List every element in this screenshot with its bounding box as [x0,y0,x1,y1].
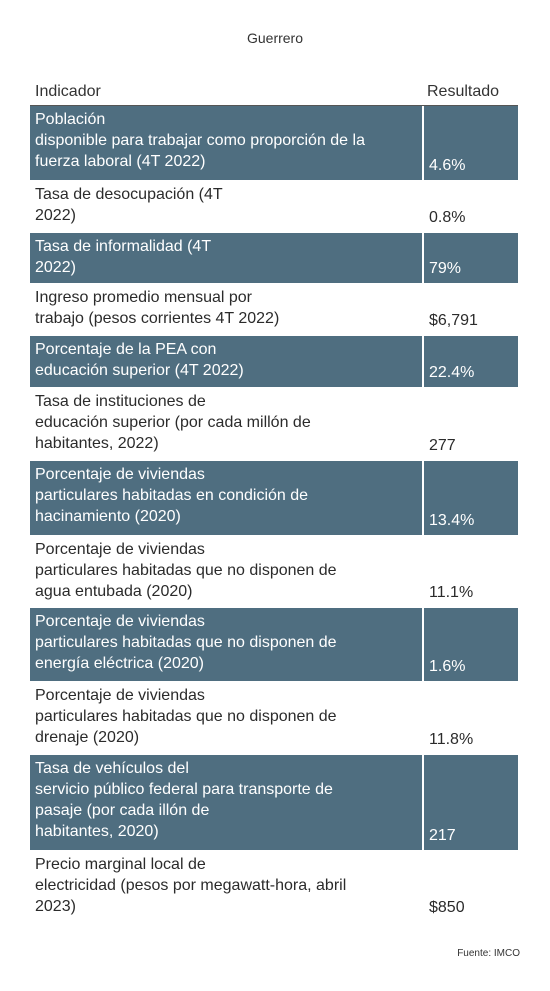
indicator-cell: Población disponible para trabajar como p… [30,106,422,180]
table-row: Porcentaje de viviendas particulares habi… [30,536,518,608]
indicator-text-line: fuerza laboral (4T 2022) [35,153,206,170]
indicator-cell: Porcentaje de viviendas particulares habi… [30,461,422,535]
indicator-text-line: 2022) [35,207,76,224]
indicators-table: Indicador Resultado Población disponible … [30,78,518,923]
result-cell: 277 [422,388,518,460]
result-value: 11.8% [429,731,474,748]
indicator-text-line: disponible para trabajar como proporción… [35,132,365,149]
result-value: 13.4% [429,512,475,529]
result-value: 22.4% [429,364,475,381]
indicator-text-line: educación superior (por cada millón de [35,414,311,431]
indicator-text-line: Porcentaje de la PEA con [35,341,217,358]
page-title: Guerrero [246,30,304,46]
indicator-text-line: Tasa de vehículos del [35,760,189,777]
indicator-text-line: Tasa de informalidad (4T [35,238,212,255]
table-row: Porcentaje de viviendas particulares habi… [30,608,518,682]
result-value: 11.1% [429,584,474,601]
table-body: Población disponible para trabajar como p… [30,106,518,923]
table-row: Tasa de instituciones de educación superi… [30,388,518,461]
indicator-text-line: Población [35,111,106,128]
indicator-text-line: 2022) [35,259,76,276]
result-value: $6,791 [429,312,478,329]
indicator-cell: Tasa de desocupación (4T 2022) [30,181,422,232]
indicator-text-line: Porcentaje de viviendas [35,687,205,704]
indicator-cell: Tasa de informalidad (4T 2022) [30,233,422,283]
header-indicator: Indicador [35,82,101,100]
result-value: 4.6% [429,157,466,174]
result-cell: 1.6% [422,608,518,681]
indicator-cell: Precio marginal local de electricidad (pe… [30,851,422,922]
indicator-cell: Tasa de vehículos del servicio público fe… [30,755,422,850]
table-row: Porcentaje de viviendas particulares habi… [30,682,518,755]
indicator-text-line: agua entubada (2020) [35,583,193,600]
indicator-text-line: particulares habitadas que no disponen d… [35,708,337,725]
result-cell: 11.8% [422,682,518,754]
indicator-cell: Ingreso promedio mensual por trabajo (pes… [30,284,422,335]
indicator-text-line: habitantes, 2020) [35,823,159,840]
result-value: 79% [429,260,462,277]
indicator-text-line: servicio público federal para transporte… [35,781,333,798]
table-row: Ingreso promedio mensual por trabajo (pes… [30,284,518,336]
result-cell: 217 [422,755,518,850]
indicator-text-line: electricidad (pesos por megawatt-hora, a… [35,877,347,894]
table-row: Población disponible para trabajar como p… [30,106,518,181]
result-value: 0.8% [429,209,466,226]
indicator-cell: Porcentaje de viviendas particulares habi… [30,682,422,754]
indicator-text-line: habitantes, 2022) [35,435,159,452]
result-cell: 0.8% [422,181,518,232]
indicator-text-line: Tasa de instituciones de [35,393,206,410]
result-cell: 13.4% [422,461,518,535]
indicator-cell: Tasa de instituciones de educación superi… [30,388,422,460]
indicator-text-line: Porcentaje de viviendas [35,613,205,630]
indicator-cell: Porcentaje de la PEA con educación superi… [30,336,422,387]
source-note: Fuente: IMCO [457,948,520,959]
result-cell: 22.4% [422,336,518,387]
indicator-text-line: drenaje (2020) [35,729,140,746]
table-row: Tasa de desocupación (4T 2022) 0.8% [30,181,518,233]
indicator-text-line: 2023) [35,898,76,915]
result-value: 217 [429,827,456,844]
result-value: 277 [429,437,456,454]
indicator-text-line: Porcentaje de viviendas [35,466,205,483]
indicator-text-line: particulares habitadas en condición de [35,487,309,504]
indicator-text-line: Ingreso promedio mensual por [35,289,253,306]
table-row: Tasa de vehículos del servicio público fe… [30,755,518,851]
indicator-text-line: particulares habitadas que no disponen d… [35,562,337,579]
indicator-text-line: educación superior (4T 2022) [35,362,244,379]
table-row: Porcentaje de la PEA con educación superi… [30,336,518,388]
indicator-text-line: Tasa de desocupación (4T [35,186,223,203]
result-cell: 79% [422,233,518,283]
indicator-text-line: Porcentaje de viviendas [35,541,205,558]
indicator-cell: Porcentaje de viviendas particulares habi… [30,536,422,607]
indicator-text-line: particulares habitadas que no disponen d… [35,634,337,651]
result-cell: 4.6% [422,106,518,180]
header-result: Resultado [427,82,500,100]
table-row: Porcentaje de viviendas particulares habi… [30,461,518,536]
result-cell: 11.1% [422,536,518,607]
indicator-text-line: trabajo (pesos corrientes 4T 2022) [35,310,280,327]
indicator-text-line: pasaje (por cada illón de [35,802,210,819]
indicator-text-line: energía eléctrica (2020) [35,655,204,672]
table-header: Indicador Resultado [30,78,518,106]
table-row: Precio marginal local de electricidad (pe… [30,851,518,923]
indicator-cell: Porcentaje de viviendas particulares habi… [30,608,422,681]
result-value: $850 [429,899,465,916]
result-cell: $850 [422,851,518,922]
table-row: Tasa de informalidad (4T 2022) 79% [30,233,518,284]
result-cell: $6,791 [422,284,518,335]
result-value: 1.6% [429,658,466,675]
indicator-text-line: hacinamiento (2020) [35,508,181,525]
indicator-text-line: Precio marginal local de [35,856,206,873]
